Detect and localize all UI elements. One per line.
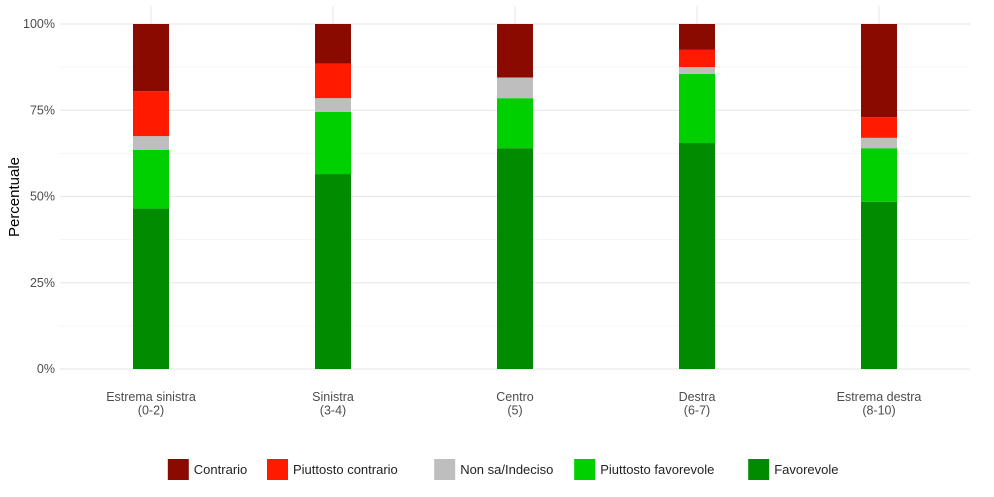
- bar-segment: [679, 143, 715, 369]
- bar-segment: [679, 49, 715, 68]
- x-tick-label: (0-2): [138, 404, 164, 418]
- legend-label: Non sa/Indeciso: [460, 462, 553, 477]
- x-tick-label: (5): [507, 404, 522, 418]
- y-tick-label: 0%: [37, 362, 55, 376]
- bar-segment: [497, 148, 533, 369]
- bar-segment: [315, 111, 351, 175]
- x-tick-label: Sinistra: [312, 390, 354, 404]
- legend-label: Favorevole: [774, 462, 838, 477]
- bar-segment: [315, 98, 351, 112]
- bar-segment: [679, 67, 715, 75]
- x-axis-ticks: Estrema sinistra(0-2) Sinistra(3-4) Centro…: [106, 390, 921, 418]
- y-axis-label: Percentuale: [6, 157, 23, 237]
- bar-segment: [315, 63, 351, 99]
- bar-segment: [861, 24, 897, 118]
- bar-segment: [133, 91, 169, 137]
- legend-label: Piuttosto favorevole: [600, 462, 714, 477]
- legend-label: Contrario: [194, 462, 247, 477]
- bar-segment: [315, 174, 351, 369]
- bar-segment: [133, 136, 169, 150]
- x-tick-label: Estrema sinistra: [106, 390, 196, 404]
- bar-segment: [497, 24, 533, 78]
- bar-segment: [497, 98, 533, 149]
- legend-label: Piuttosto contrario: [293, 462, 398, 477]
- y-tick-label: 75%: [30, 103, 55, 117]
- bar-segment: [497, 77, 533, 99]
- x-tick-label: (6-7): [684, 404, 710, 418]
- legend-key: [434, 459, 456, 480]
- bar-segment: [861, 148, 897, 202]
- bar-segment: [861, 137, 897, 149]
- bar-segment: [133, 24, 169, 92]
- bar-segment: [679, 74, 715, 144]
- legend-key: [267, 459, 288, 480]
- legend: Contrario Piuttosto contrario Non sa/Indec…: [167, 459, 839, 480]
- bar-segment: [861, 201, 897, 369]
- x-tick-label: (3-4): [320, 404, 346, 418]
- legend-key: [574, 459, 596, 480]
- legend-key: [748, 459, 770, 480]
- bar-segment: [861, 117, 897, 138]
- x-tick-label: Estrema destra: [837, 390, 922, 404]
- bar-segment: [133, 149, 169, 209]
- bar-segment: [315, 24, 351, 64]
- x-tick-label: Destra: [679, 390, 716, 404]
- bar-segment: [679, 24, 715, 50]
- bars: [133, 24, 897, 369]
- x-tick-label: (8-10): [862, 404, 895, 418]
- y-tick-label: 25%: [30, 276, 55, 290]
- y-tick-label: 100%: [23, 17, 55, 31]
- y-tick-label: 50%: [30, 190, 55, 204]
- x-tick-label: Centro: [496, 390, 534, 404]
- y-axis-ticks: 0% 25% 50% 75% 100%: [23, 17, 55, 376]
- legend-key: [167, 459, 189, 480]
- bar-segment: [133, 208, 169, 369]
